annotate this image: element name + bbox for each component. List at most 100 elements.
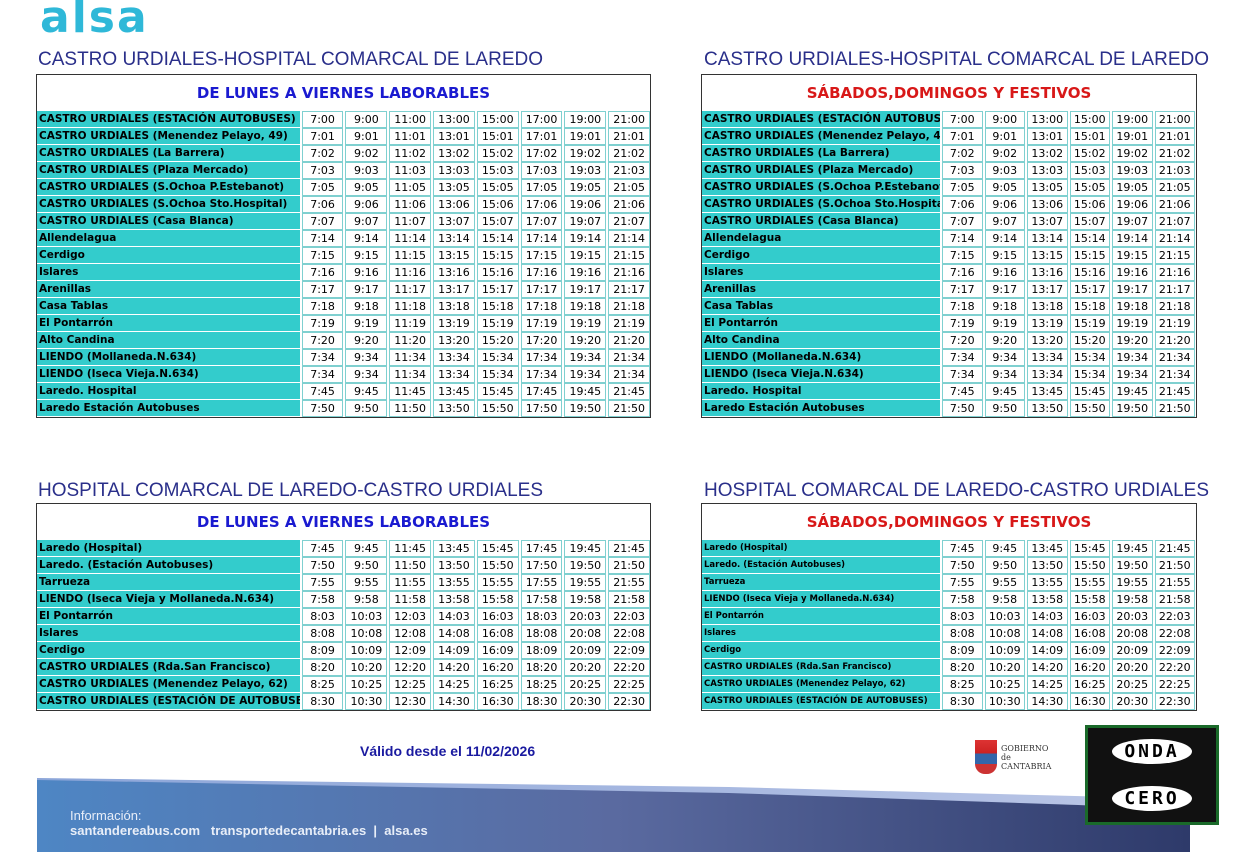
departure-time: 17:58 — [520, 591, 563, 608]
table-row: CASTRO URDIALES (ESTACIÓN DE AUTOBUSES) 8… — [702, 693, 1196, 710]
departure-time: 15:17 — [476, 281, 519, 298]
departure-time: 19:01 — [1112, 128, 1153, 145]
departure-time: 19:34 — [564, 366, 607, 383]
departure-time: 21:14 — [608, 230, 651, 247]
stop-name: CASTRO URDIALES (La Barrera) — [37, 145, 300, 162]
departure-time: 19:34 — [1112, 349, 1153, 366]
departure-time: 7:34 — [942, 349, 983, 366]
departure-time: 9:06 — [984, 196, 1025, 213]
departure-time: 9:17 — [345, 281, 388, 298]
departure-time: 16:20 — [1069, 659, 1110, 676]
stop-name: CASTRO URDIALES (S.Ochoa Sto.Hospital) — [37, 196, 300, 213]
departure-time: 9:05 — [984, 179, 1025, 196]
departure-time: 11:45 — [389, 540, 432, 557]
departure-time: 21:07 — [1154, 213, 1195, 230]
departure-time: 22:09 — [1154, 642, 1195, 659]
departure-time: 8:30 — [942, 693, 983, 710]
table-row: El Pontarrón 7:19 9:19 13:19 15:19 19:19 21:19 — [702, 315, 1196, 332]
table-row: Islares 7:16 9:16 13:16 15:16 19:16 21:16 — [702, 264, 1196, 281]
departure-time: 17:17 — [520, 281, 563, 298]
departure-time: 15:19 — [1069, 315, 1110, 332]
departure-time: 17:03 — [520, 162, 563, 179]
gobierno-line3: CANTABRIA — [1001, 761, 1052, 771]
departure-time: 16:30 — [476, 693, 519, 710]
departure-time: 7:05 — [301, 179, 344, 196]
departure-time: 22:25 — [608, 676, 651, 693]
departure-time: 13:34 — [433, 349, 475, 366]
departure-time: 15:50 — [476, 400, 519, 417]
departure-time: 8:20 — [301, 659, 344, 676]
departure-time: 19:15 — [564, 247, 607, 264]
stop-name: Laredo Estación Autobuses — [37, 400, 300, 417]
departure-time: 14:30 — [433, 693, 475, 710]
departure-time: 15:45 — [1069, 383, 1110, 400]
departure-time: 18:25 — [520, 676, 563, 693]
stop-name: LIENDO (Mollaneda.N.634) — [37, 349, 300, 366]
departure-time: 8:03 — [942, 608, 983, 625]
departure-time: 9:34 — [345, 349, 388, 366]
departure-time: 11:58 — [389, 591, 432, 608]
departure-time: 22:25 — [1154, 676, 1195, 693]
departure-time: 15:02 — [1069, 145, 1110, 162]
table-row: Islares 8:08 10:08 14:08 16:08 20:08 22:08 — [702, 625, 1196, 642]
stop-name: Islares — [37, 625, 300, 642]
departure-time: 15:55 — [476, 574, 519, 591]
departure-time: 21:34 — [1154, 349, 1195, 366]
departure-time: 15:05 — [1069, 179, 1110, 196]
footer-info: Información: santandereabus.com transpor… — [70, 808, 428, 838]
departure-time: 15:05 — [476, 179, 519, 196]
departure-time: 14:20 — [1027, 659, 1068, 676]
departure-time: 14:20 — [433, 659, 475, 676]
departure-time: 15:16 — [476, 264, 519, 281]
departure-time: 13:16 — [1027, 264, 1068, 281]
schedule-header: SÁBADOS,DOMINGOS Y FESTIVOS — [806, 513, 1092, 531]
departure-time: 8:20 — [942, 659, 983, 676]
table-row: Cerdigo 8:09 10:09 12:09 14:09 16:09 18:09 20:0… — [37, 642, 651, 659]
departure-time: 21:55 — [608, 574, 651, 591]
departure-time: 7:16 — [301, 264, 344, 281]
departure-time: 7:02 — [301, 145, 344, 162]
departure-time: 11:45 — [389, 383, 432, 400]
departure-time: 21:05 — [608, 179, 651, 196]
departure-time: 17:55 — [520, 574, 563, 591]
departure-time: 7:34 — [942, 366, 983, 383]
departure-time: 13:18 — [433, 298, 475, 315]
departure-time: 13:58 — [433, 591, 475, 608]
departure-time: 21:18 — [1154, 298, 1195, 315]
table-row: CASTRO URDIALES (ESTACIÓN AUTOBUSES) 7:00… — [702, 111, 1196, 128]
departure-time: 17:14 — [520, 230, 563, 247]
departure-time: 17:07 — [520, 213, 563, 230]
departure-time: 13:06 — [433, 196, 475, 213]
departure-time: 7:45 — [942, 540, 983, 557]
departure-time: 16:08 — [476, 625, 519, 642]
departure-time: 18:09 — [520, 642, 563, 659]
departure-time: 7:58 — [301, 591, 344, 608]
stop-name: Alto Candina — [702, 332, 940, 349]
stop-name: Laredo (Hospital) — [37, 540, 300, 557]
departure-time: 13:50 — [1027, 400, 1068, 417]
departure-time: 21:50 — [1154, 557, 1195, 574]
departure-time: 11:15 — [389, 247, 432, 264]
departure-time: 19:34 — [564, 349, 607, 366]
departure-time: 15:58 — [476, 591, 519, 608]
stop-name: Cerdigo — [702, 642, 940, 659]
departure-time: 15:15 — [476, 247, 519, 264]
departure-time: 9:16 — [345, 264, 388, 281]
departure-time: 11:06 — [389, 196, 432, 213]
onda-cero-logo: ONDA CERO — [1085, 725, 1219, 825]
table-row: Casa Tablas 7:18 9:18 13:18 15:18 19:18 21:18 — [702, 298, 1196, 315]
departure-time: 20:25 — [1112, 676, 1153, 693]
gobierno-line2: de — [1001, 752, 1011, 762]
departure-time: 19:18 — [1112, 298, 1153, 315]
departure-time: 15:06 — [476, 196, 519, 213]
table-row: CASTRO URDIALES (Menendez Pelayo, 49) 7:0… — [702, 128, 1196, 145]
stop-name: Islares — [37, 264, 300, 281]
departure-time: 19:45 — [1112, 383, 1153, 400]
departure-time: 19:05 — [564, 179, 607, 196]
departure-time: 15:20 — [1069, 332, 1110, 349]
departure-time: 21:02 — [608, 145, 651, 162]
departure-time: 14:09 — [433, 642, 475, 659]
stop-name: Laredo (Hospital) — [702, 540, 940, 557]
departure-time: 19:00 — [564, 111, 607, 128]
departure-time: 19:05 — [1112, 179, 1153, 196]
